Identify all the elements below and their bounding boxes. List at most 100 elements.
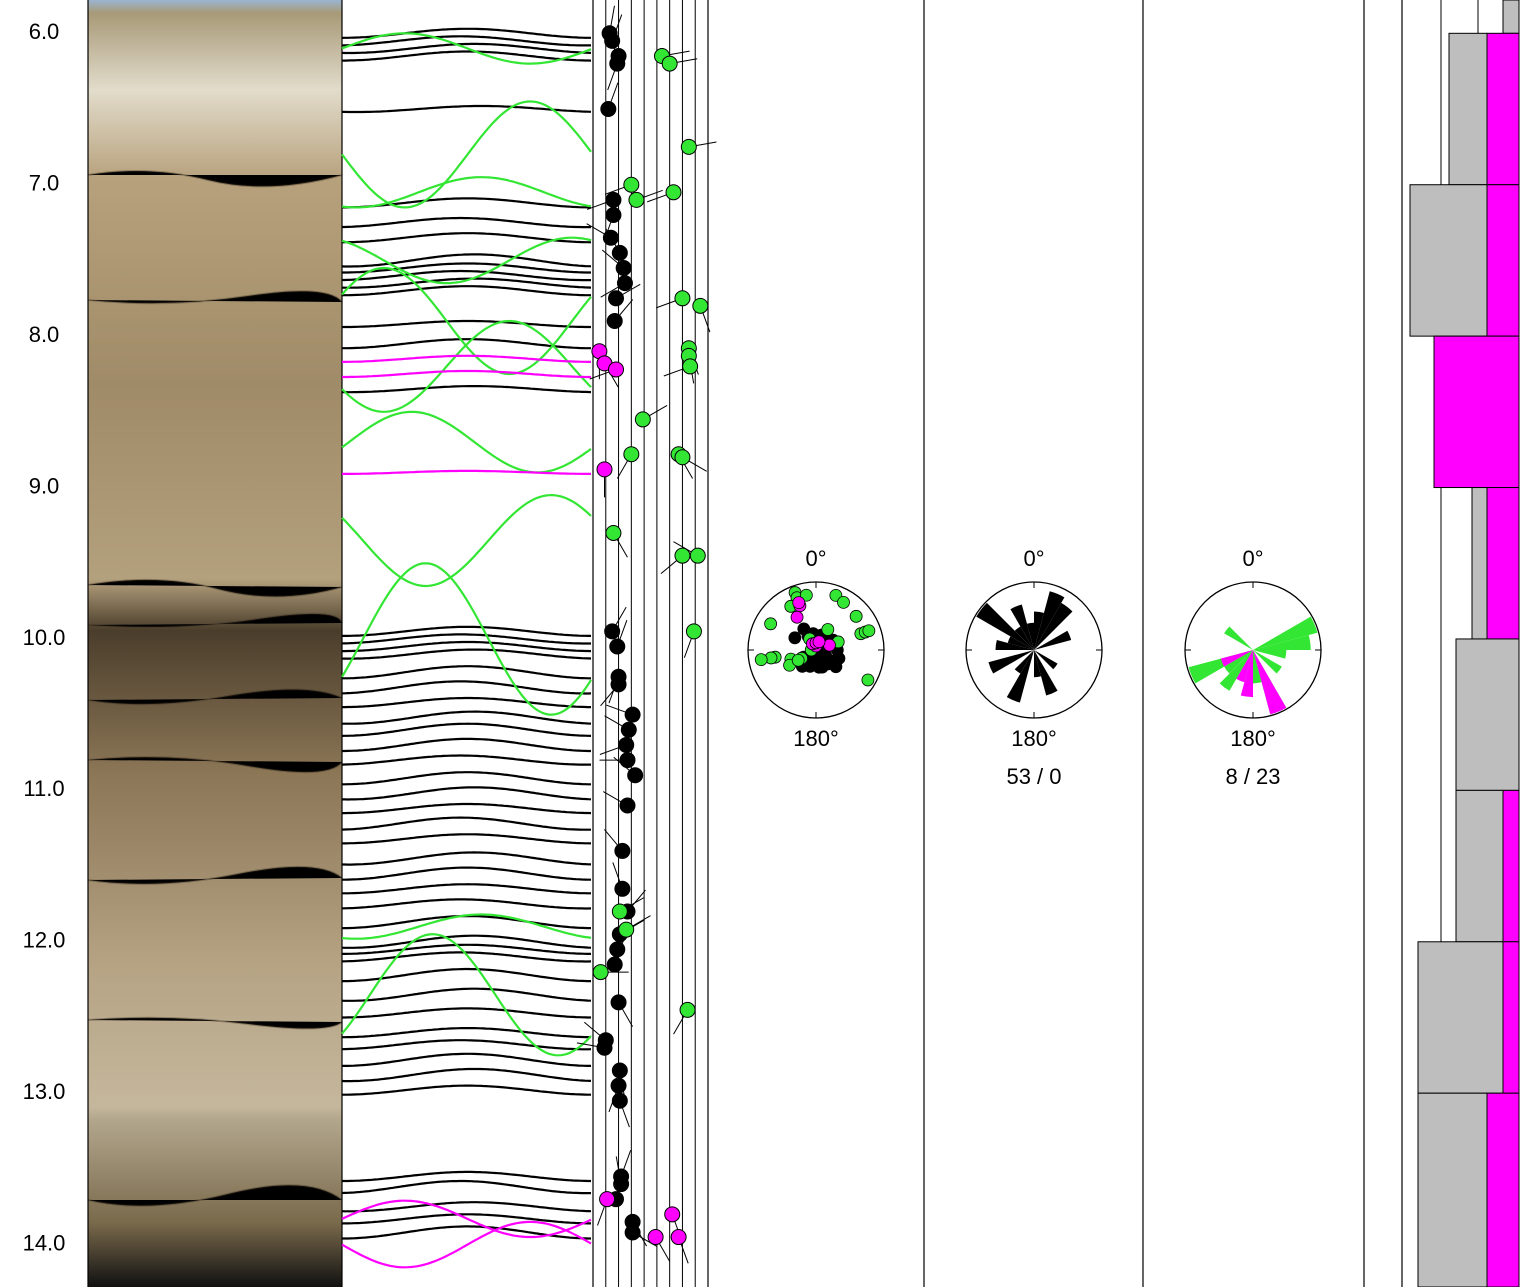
rose-petal [1253, 650, 1282, 674]
surface-trace [341, 816, 591, 831]
tadpole [604, 623, 621, 640]
rose-petal [1034, 611, 1044, 650]
north-label: 0° [1242, 546, 1263, 571]
surface-trace [341, 266, 592, 376]
hist-bar [1455, 638, 1520, 791]
tadpole [661, 55, 678, 72]
depth-label: 14.0 [23, 1230, 66, 1255]
pole [849, 609, 863, 623]
tadpole [620, 721, 637, 738]
tadpole [611, 1062, 628, 1079]
depth-label: 7.0 [29, 171, 60, 196]
tadpole [604, 32, 621, 49]
surface-trace [341, 754, 591, 766]
tadpole [619, 797, 636, 814]
rose-petal [1253, 650, 1287, 659]
tadpole [605, 524, 622, 541]
depth-label: 10.0 [23, 625, 66, 650]
pole [790, 610, 804, 624]
tadpole [605, 207, 622, 224]
tadpole [670, 1229, 687, 1246]
hist-bar [1486, 184, 1520, 337]
hist-bar [1486, 32, 1520, 186]
tadpole [618, 921, 635, 938]
tadpole [680, 138, 697, 155]
count-label: 53 / 0 [1006, 764, 1061, 789]
pole [792, 596, 806, 610]
rose-petal [1026, 622, 1034, 650]
north-label: 0° [805, 546, 826, 571]
tadpole [610, 676, 627, 693]
count-label: 8 / 23 [1225, 764, 1280, 789]
hist-bar [1486, 487, 1520, 640]
surface-trace [342, 648, 592, 660]
rose-petal [1236, 650, 1253, 683]
surface-trace [341, 680, 592, 695]
surface-trace [342, 1225, 591, 1240]
surface-trace [342, 866, 591, 881]
tadpole [618, 736, 635, 753]
rose-petal [1224, 626, 1253, 650]
surface-trace [342, 771, 591, 786]
surface-trace [342, 1027, 592, 1039]
surface-trace [341, 232, 592, 244]
depth-label: 13.0 [23, 1079, 66, 1104]
south-label: 180° [1011, 726, 1057, 751]
surface-trace [341, 236, 592, 285]
tadpole [600, 101, 617, 118]
surface-trace [341, 32, 592, 65]
tadpole [616, 275, 633, 292]
rose-petal [1253, 650, 1262, 684]
surface-trace [342, 640, 592, 653]
photo-texture [87, 170, 343, 1207]
surface-trace [341, 42, 592, 55]
rose-petal [1014, 626, 1034, 650]
surface-trace [342, 802, 592, 815]
hist-bar [1502, 0, 1520, 34]
rose-petal [1034, 602, 1073, 650]
surface-trace [341, 285, 591, 297]
pole [764, 617, 778, 631]
tadpole [611, 1092, 628, 1109]
surface-trace [342, 833, 592, 845]
depth-label: 12.0 [23, 928, 66, 953]
surface-trace [341, 35, 591, 47]
surface-trace [342, 338, 591, 350]
tadpole [611, 903, 628, 920]
surface-trace [342, 319, 591, 329]
tadpole [615, 259, 632, 276]
surface-trace [341, 914, 591, 930]
rose-petal [976, 602, 1034, 650]
surface-trace [342, 665, 591, 680]
rose-petal [995, 640, 1034, 650]
surface-trace [342, 262, 591, 274]
depth-label: 8.0 [29, 322, 60, 347]
tadpole [679, 1001, 696, 1018]
tadpole [614, 842, 631, 859]
tadpole [627, 767, 644, 784]
surface-trace [342, 1170, 591, 1183]
tadpole [609, 55, 626, 72]
tadpole [606, 956, 623, 973]
rose-petal [1220, 650, 1253, 667]
tadpole [605, 191, 622, 208]
surface-trace [342, 104, 592, 114]
surface-trace [341, 987, 592, 1002]
hist-bar [1417, 1092, 1488, 1287]
hist-bar [1409, 184, 1488, 337]
tadpole [674, 449, 691, 466]
south-label: 180° [1230, 726, 1276, 751]
surface-trace [342, 369, 591, 379]
depth-label: 6.0 [29, 19, 60, 44]
rose-petal [1010, 604, 1034, 650]
surface-trace [342, 1213, 591, 1225]
rose-petal [1034, 630, 1072, 650]
hist-bar [1502, 789, 1520, 943]
rose-petal [1034, 591, 1065, 650]
rose-petal [1253, 616, 1318, 650]
surface-trace [341, 253, 592, 268]
depth-label: 9.0 [29, 473, 60, 498]
rose-petal [1007, 636, 1034, 650]
surface-trace [341, 1201, 592, 1213]
